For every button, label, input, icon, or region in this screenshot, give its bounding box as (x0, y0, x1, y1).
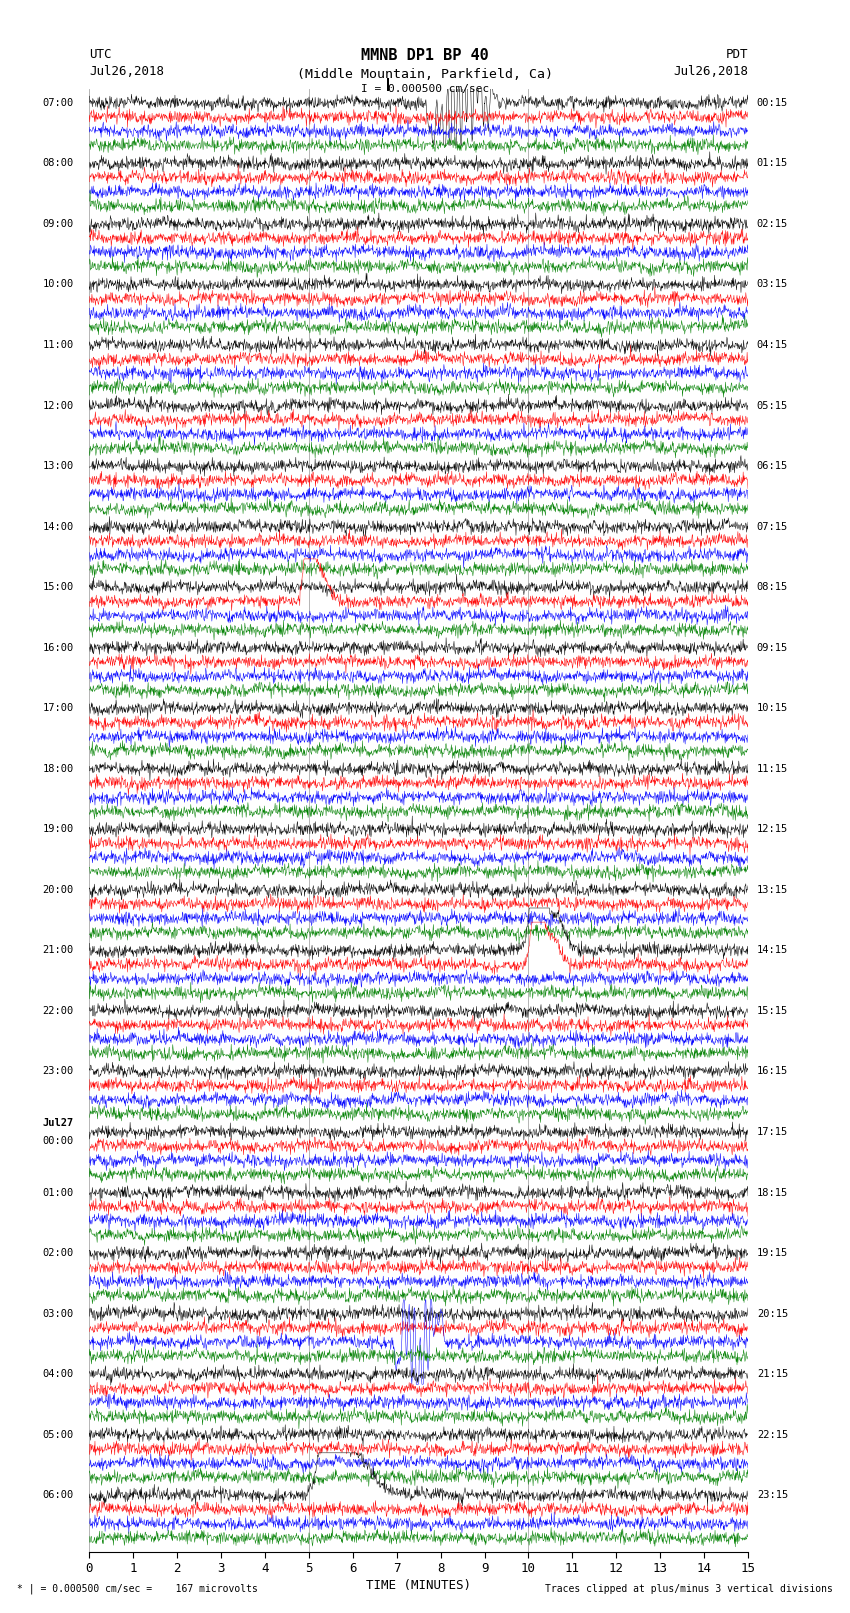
Text: 13:15: 13:15 (756, 886, 788, 895)
Text: 17:15: 17:15 (756, 1127, 788, 1137)
Text: 02:15: 02:15 (756, 219, 788, 229)
Text: 11:15: 11:15 (756, 763, 788, 774)
Text: 04:15: 04:15 (756, 340, 788, 350)
Text: UTC: UTC (89, 48, 111, 61)
Text: 21:15: 21:15 (756, 1369, 788, 1379)
Text: 00:00: 00:00 (42, 1136, 74, 1147)
Text: 04:00: 04:00 (42, 1369, 74, 1379)
Text: 08:15: 08:15 (756, 582, 788, 592)
Text: 09:15: 09:15 (756, 642, 788, 653)
Text: 18:15: 18:15 (756, 1187, 788, 1197)
Text: 14:00: 14:00 (42, 521, 74, 532)
Text: 07:00: 07:00 (42, 98, 74, 108)
Text: Jul26,2018: Jul26,2018 (673, 65, 748, 77)
Text: 17:00: 17:00 (42, 703, 74, 713)
Text: 08:00: 08:00 (42, 158, 74, 168)
Text: 07:15: 07:15 (756, 521, 788, 532)
Text: 19:15: 19:15 (756, 1248, 788, 1258)
Text: 21:00: 21:00 (42, 945, 74, 955)
Text: 15:00: 15:00 (42, 582, 74, 592)
Text: 20:15: 20:15 (756, 1308, 788, 1318)
Text: 01:00: 01:00 (42, 1187, 74, 1197)
Text: 03:15: 03:15 (756, 279, 788, 289)
Text: 02:00: 02:00 (42, 1248, 74, 1258)
Text: 10:00: 10:00 (42, 279, 74, 289)
Text: Jul27: Jul27 (42, 1118, 74, 1127)
Text: 23:00: 23:00 (42, 1066, 74, 1076)
Text: 10:15: 10:15 (756, 703, 788, 713)
Text: 15:15: 15:15 (756, 1007, 788, 1016)
Text: 22:15: 22:15 (756, 1429, 788, 1440)
Text: I = 0.000500 cm/sec: I = 0.000500 cm/sec (361, 84, 489, 94)
Text: 11:00: 11:00 (42, 340, 74, 350)
Text: 22:00: 22:00 (42, 1007, 74, 1016)
Text: 18:00: 18:00 (42, 763, 74, 774)
Text: 05:00: 05:00 (42, 1429, 74, 1440)
Text: 23:15: 23:15 (756, 1490, 788, 1500)
Text: MMNB DP1 BP 40: MMNB DP1 BP 40 (361, 48, 489, 63)
Text: Jul26,2018: Jul26,2018 (89, 65, 164, 77)
Text: 19:00: 19:00 (42, 824, 74, 834)
Text: 16:00: 16:00 (42, 642, 74, 653)
Text: 06:15: 06:15 (756, 461, 788, 471)
Text: (Middle Mountain, Parkfield, Ca): (Middle Mountain, Parkfield, Ca) (297, 68, 553, 81)
Text: 03:00: 03:00 (42, 1308, 74, 1318)
Text: 09:00: 09:00 (42, 219, 74, 229)
Text: 05:15: 05:15 (756, 400, 788, 411)
Text: * | = 0.000500 cm/sec =    167 microvolts: * | = 0.000500 cm/sec = 167 microvolts (17, 1582, 258, 1594)
Text: 06:00: 06:00 (42, 1490, 74, 1500)
Text: 20:00: 20:00 (42, 886, 74, 895)
Text: 13:00: 13:00 (42, 461, 74, 471)
Text: 12:15: 12:15 (756, 824, 788, 834)
X-axis label: TIME (MINUTES): TIME (MINUTES) (366, 1579, 471, 1592)
Text: 14:15: 14:15 (756, 945, 788, 955)
Text: 12:00: 12:00 (42, 400, 74, 411)
Text: 01:15: 01:15 (756, 158, 788, 168)
Text: Traces clipped at plus/minus 3 vertical divisions: Traces clipped at plus/minus 3 vertical … (545, 1584, 833, 1594)
Text: 16:15: 16:15 (756, 1066, 788, 1076)
Text: 00:15: 00:15 (756, 98, 788, 108)
Text: PDT: PDT (726, 48, 748, 61)
